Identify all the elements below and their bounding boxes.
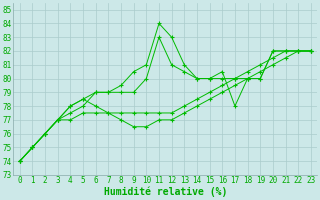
X-axis label: Humidité relative (%): Humidité relative (%) — [104, 187, 227, 197]
